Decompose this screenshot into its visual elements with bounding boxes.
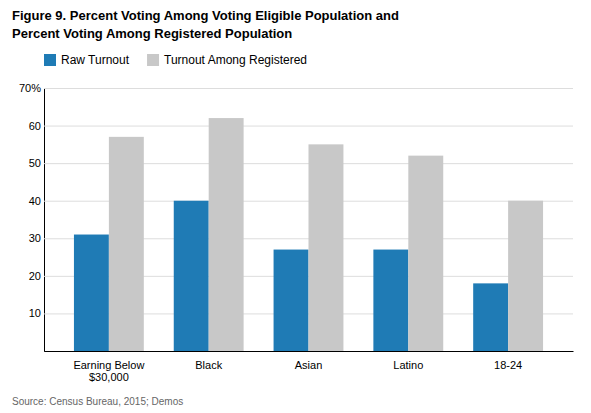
plot: 10 20 30 40 50 60 70% Earning Below$30,000 Black… bbox=[19, 82, 574, 383]
x-tick-label: Asian bbox=[295, 359, 323, 371]
x-tick: 18-24 bbox=[494, 359, 522, 371]
bar bbox=[309, 144, 344, 351]
y-tick-label: 50 bbox=[29, 157, 41, 169]
y-tick-label: 30 bbox=[29, 232, 41, 244]
legend-item: Turnout Among Registered bbox=[147, 53, 307, 67]
x-tick: Latino bbox=[393, 359, 423, 371]
y-tick: 60 bbox=[29, 120, 573, 132]
bar bbox=[508, 201, 543, 351]
y-tick-label: 20 bbox=[29, 270, 41, 282]
x-axis-line bbox=[45, 351, 574, 352]
x-axis: Earning Below$30,000 Black Asian Latino 18-2… bbox=[45, 352, 574, 384]
y-axis-line bbox=[45, 89, 574, 352]
bar bbox=[408, 156, 443, 351]
annotation: Source: Census Bureau, 2015; Demos bbox=[12, 396, 183, 407]
chart: Figure 9. Percent Voting Among Voting El… bbox=[0, 0, 591, 413]
legend: Raw Turnout Turnout Among Registered bbox=[44, 53, 307, 67]
y-tick: 70% bbox=[19, 82, 573, 94]
legend-label: Raw Turnout bbox=[61, 53, 130, 67]
bar bbox=[473, 283, 508, 351]
x-tick: Asian bbox=[295, 359, 323, 371]
x-tick-label: Earning Below$30,000 bbox=[73, 359, 144, 384]
series bbox=[109, 118, 543, 351]
bar bbox=[74, 235, 109, 351]
legend-label: Turnout Among Registered bbox=[164, 53, 307, 67]
bars bbox=[74, 118, 543, 351]
y-tick-label: 60 bbox=[29, 120, 41, 132]
y-tick-label: 70% bbox=[19, 82, 41, 94]
x-tick-label: Latino bbox=[393, 359, 423, 371]
bar bbox=[209, 118, 244, 351]
y-tick-label: 10 bbox=[29, 307, 41, 319]
subtitle: Percent Voting Among Registered Populati… bbox=[12, 26, 292, 41]
legend-item: Raw Turnout bbox=[44, 53, 130, 67]
bar bbox=[174, 201, 209, 351]
y-axis: 10 20 30 40 50 60 70% bbox=[19, 82, 573, 351]
grid-line bbox=[44, 88, 573, 89]
bar bbox=[274, 250, 309, 351]
bar bbox=[109, 137, 144, 351]
x-tick: Black bbox=[195, 359, 222, 371]
title: Figure 9. Percent Voting Among Voting El… bbox=[12, 8, 399, 23]
y-tick-label: 40 bbox=[29, 195, 41, 207]
legend-swatch bbox=[44, 54, 56, 66]
legend-swatch bbox=[147, 54, 159, 66]
x-tick-label: Black bbox=[195, 359, 222, 371]
grid-line bbox=[44, 126, 573, 127]
x-tick-label: 18-24 bbox=[494, 359, 522, 371]
x-tick: Earning Below$30,000 bbox=[73, 359, 144, 384]
bar bbox=[373, 250, 408, 351]
